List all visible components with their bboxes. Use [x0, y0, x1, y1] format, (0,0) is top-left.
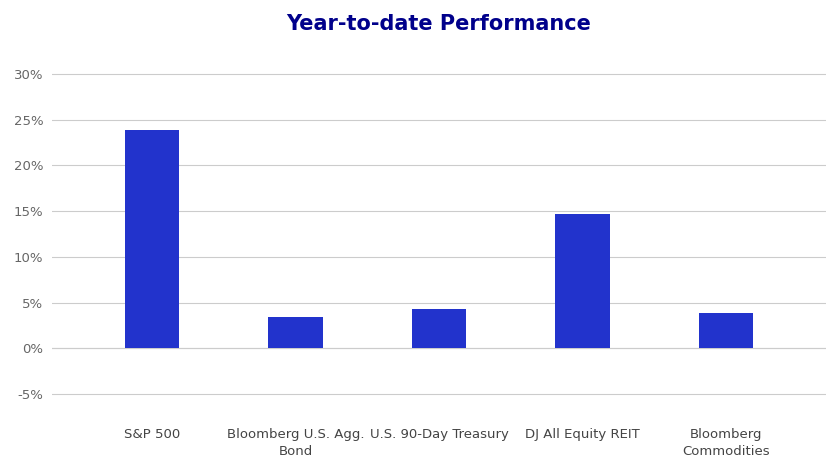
Bar — [699, 313, 753, 348]
Bar — [125, 130, 180, 348]
Bar — [268, 317, 323, 348]
Bar — [412, 309, 466, 348]
Bar — [555, 214, 610, 348]
Title: Year-to-date Performance: Year-to-date Performance — [286, 14, 591, 34]
